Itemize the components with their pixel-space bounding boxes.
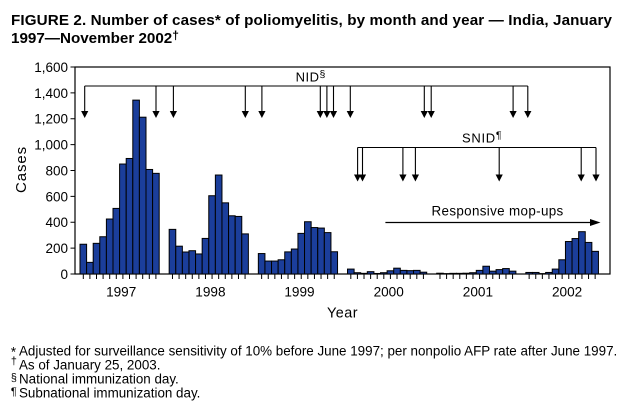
svg-text:Year: Year: [327, 306, 358, 322]
svg-text:¶: ¶: [11, 386, 17, 398]
svg-text:1,600: 1,600: [34, 60, 68, 75]
svg-text:FIGURE 2. Number of cases* of: FIGURE 2. Number of cases* of poliomyeli…: [11, 12, 613, 29]
svg-text:§: §: [11, 372, 17, 384]
svg-text:1,400: 1,400: [34, 86, 68, 101]
svg-text:NID§: NID§: [296, 68, 326, 84]
svg-text:0: 0: [60, 267, 68, 282]
svg-text:600: 600: [45, 189, 68, 204]
svg-text:400: 400: [45, 215, 68, 230]
svg-text:1,000: 1,000: [34, 138, 68, 153]
svg-text:2000: 2000: [374, 285, 405, 300]
svg-text:Responsive mop-ups: Responsive mop-ups: [432, 204, 564, 219]
svg-text:1999: 1999: [284, 285, 314, 300]
svg-text:†: †: [11, 355, 17, 367]
svg-text:1998: 1998: [195, 285, 225, 300]
svg-text:As of January 25, 2003.: As of January 25, 2003.: [19, 358, 160, 373]
svg-text:1,200: 1,200: [34, 112, 68, 127]
svg-text:Subnational immunization day.: Subnational immunization day.: [19, 386, 200, 401]
svg-text:200: 200: [45, 241, 68, 256]
svg-text:*: *: [11, 345, 16, 360]
svg-text:2002: 2002: [552, 285, 582, 300]
svg-text:1997: 1997: [106, 285, 136, 300]
svg-text:National immunization day.: National immunization day.: [19, 372, 179, 387]
svg-text:800: 800: [45, 163, 68, 178]
svg-text:Cases: Cases: [13, 146, 30, 193]
svg-text:SNID¶: SNID¶: [462, 129, 502, 145]
svg-text:1997—November 2002†: 1997—November 2002†: [11, 28, 179, 47]
svg-text:2001: 2001: [463, 285, 493, 300]
svg-text:Adjusted for surveillance sens: Adjusted for surveillance sensitivity of…: [19, 344, 617, 359]
